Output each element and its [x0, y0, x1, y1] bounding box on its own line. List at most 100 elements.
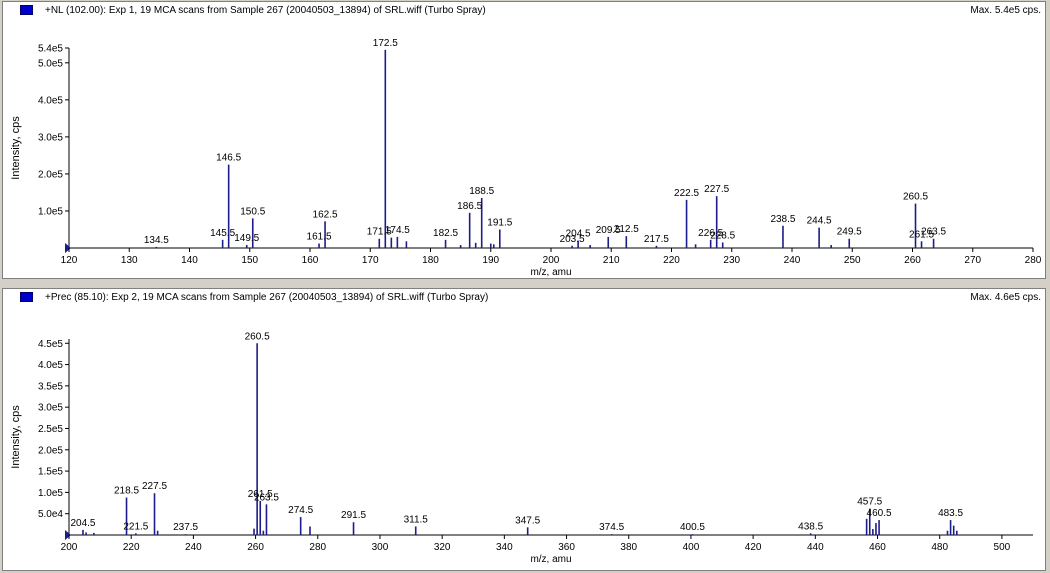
x-tick-label: 260	[904, 255, 921, 266]
y-tick-label: 2.0e5	[38, 169, 63, 180]
legend-square-icon[interactable]	[20, 5, 33, 15]
peak-label: 174.5	[385, 225, 410, 236]
peak-label: 212.5	[614, 224, 639, 235]
x-tick-label: 180	[422, 255, 439, 266]
peak-label: 171.5	[367, 227, 392, 238]
panel-header: +Prec (85.10): Exp 2, 19 MCA scans from …	[3, 289, 1045, 307]
x-tick-label: 170	[362, 255, 379, 266]
x-tick-label: 220	[663, 255, 680, 266]
y-tick-label: 2.0e5	[38, 445, 63, 456]
x-tick-label: 250	[844, 255, 861, 266]
x-tick-label: 210	[603, 255, 620, 266]
peak-label: 238.5	[770, 214, 795, 225]
peak-label: 291.5	[341, 510, 366, 521]
spectrum-plot-prec[interactable]: 200 220 240 260 280 300 320 340 360 380 400 420 440 4…	[3, 289, 1045, 570]
x-tick-label: 500	[994, 542, 1011, 553]
y-tick-label: 4.5e5	[38, 339, 63, 350]
peak-label: 261.5	[909, 229, 934, 240]
x-tick-label: 220	[123, 542, 140, 553]
peak-label: 191.5	[487, 217, 512, 228]
x-axis-title: m/z, amu	[530, 267, 571, 278]
peak-label: 162.5	[313, 209, 338, 220]
spectrum-plot-nl[interactable]: 120 130 140 150 160 170 180 190 200 210 220 230 240 2…	[3, 2, 1045, 278]
x-tick-label: 120	[61, 255, 78, 266]
y-axis-title: Intensity, cps	[10, 116, 22, 180]
y-tick-label: 4.0e5	[38, 360, 63, 371]
y-tick-label: 5.0e5	[38, 58, 63, 69]
y-tick-label: 5.0e4	[38, 509, 63, 520]
peak-label: 188.5	[469, 186, 494, 197]
peak-label: 217.5	[644, 234, 669, 245]
spectrum-panel-prec: +Prec (85.10): Exp 2, 19 MCA scans from …	[2, 288, 1046, 571]
peak-label: 263.5	[921, 227, 946, 238]
x-tick-label: 200	[61, 542, 78, 553]
peak-label: 218.5	[114, 486, 139, 497]
peak-label: 228.5	[710, 230, 735, 241]
max-intensity-label: Max. 5.4e5 cps.	[970, 5, 1041, 16]
x-tick-label: 380	[620, 542, 637, 553]
x-tick-label: 300	[372, 542, 389, 553]
y-tick-label: 1.0e5	[38, 488, 63, 499]
x-tick-label: 280	[1025, 255, 1042, 266]
y-tick-label: 2.5e5	[38, 424, 63, 435]
panel-header: +NL (102.00): Exp 1, 19 MCA scans from S…	[3, 2, 1045, 20]
y-tick-label: 3.0e5	[38, 403, 63, 414]
panel-title: +Prec (85.10): Exp 2, 19 MCA scans from …	[45, 292, 489, 303]
peak-label: 400.5	[680, 522, 705, 533]
y-tick-label: 3.0e5	[38, 132, 63, 143]
spectrum-panel-nl: +NL (102.00): Exp 1, 19 MCA scans from S…	[2, 1, 1046, 279]
y-tick-label: 3.5e5	[38, 381, 63, 392]
peak-label: 274.5	[288, 505, 313, 516]
peak-label: 204.5	[70, 518, 95, 529]
y-axis-title: Intensity, cps	[10, 405, 22, 469]
x-tick-label: 440	[807, 542, 824, 553]
peak-label: 374.5	[599, 522, 624, 533]
peak-label: 134.5	[144, 235, 169, 246]
peak-label: 226.5	[698, 228, 723, 239]
peak-label: 150.5	[240, 206, 265, 217]
x-tick-label: 160	[302, 255, 319, 266]
peak-label: 260.5	[903, 192, 928, 203]
peak-label: 244.5	[807, 216, 832, 227]
x-tick-label: 240	[784, 255, 801, 266]
peak-label: 204.5	[566, 229, 591, 240]
peak-label: 438.5	[798, 521, 823, 532]
x-tick-label: 280	[309, 542, 326, 553]
x-tick-label: 340	[496, 542, 513, 553]
x-tick-label: 190	[482, 255, 499, 266]
peak-label: 311.5	[404, 514, 429, 525]
peak-label: 203.5	[560, 234, 585, 245]
origin-marker-icon[interactable]	[65, 530, 71, 540]
x-axis-title: m/z, amu	[530, 554, 571, 565]
peak-label: 182.5	[433, 228, 458, 239]
peak-label: 227.5	[142, 481, 167, 492]
peak-label: 186.5	[457, 201, 482, 212]
peak-label: 261.5	[248, 489, 273, 500]
y-tick-label: 5.4e5	[38, 44, 63, 55]
legend-square-icon[interactable]	[20, 292, 33, 302]
peak-label: 146.5	[216, 153, 241, 164]
x-tick-label: 230	[723, 255, 740, 266]
peak-label: 460.5	[867, 508, 892, 519]
peak-label: 249.5	[837, 227, 862, 238]
peak-label: 161.5	[307, 232, 332, 243]
x-tick-label: 240	[185, 542, 202, 553]
x-tick-label: 140	[181, 255, 198, 266]
panel-title: +NL (102.00): Exp 1, 19 MCA scans from S…	[45, 5, 486, 16]
peak-label: 149.5	[234, 233, 259, 244]
origin-marker-icon[interactable]	[65, 243, 71, 253]
y-tick-label: 4.0e5	[38, 95, 63, 106]
y-tick-label: 1.5e5	[38, 467, 63, 478]
max-intensity-label: Max. 4.6e5 cps.	[970, 292, 1041, 303]
peak-label: 145.5	[210, 228, 235, 239]
peak-label: 260.5	[245, 331, 270, 342]
x-tick-label: 360	[558, 542, 575, 553]
x-tick-label: 130	[121, 255, 138, 266]
peak-label: 227.5	[704, 184, 729, 195]
x-tick-label: 260	[247, 542, 264, 553]
peak-label: 209.5	[596, 225, 621, 236]
x-tick-label: 480	[931, 542, 948, 553]
peak-label: 221.5	[123, 521, 148, 532]
peak-label: 347.5	[515, 515, 540, 526]
x-tick-label: 200	[543, 255, 560, 266]
